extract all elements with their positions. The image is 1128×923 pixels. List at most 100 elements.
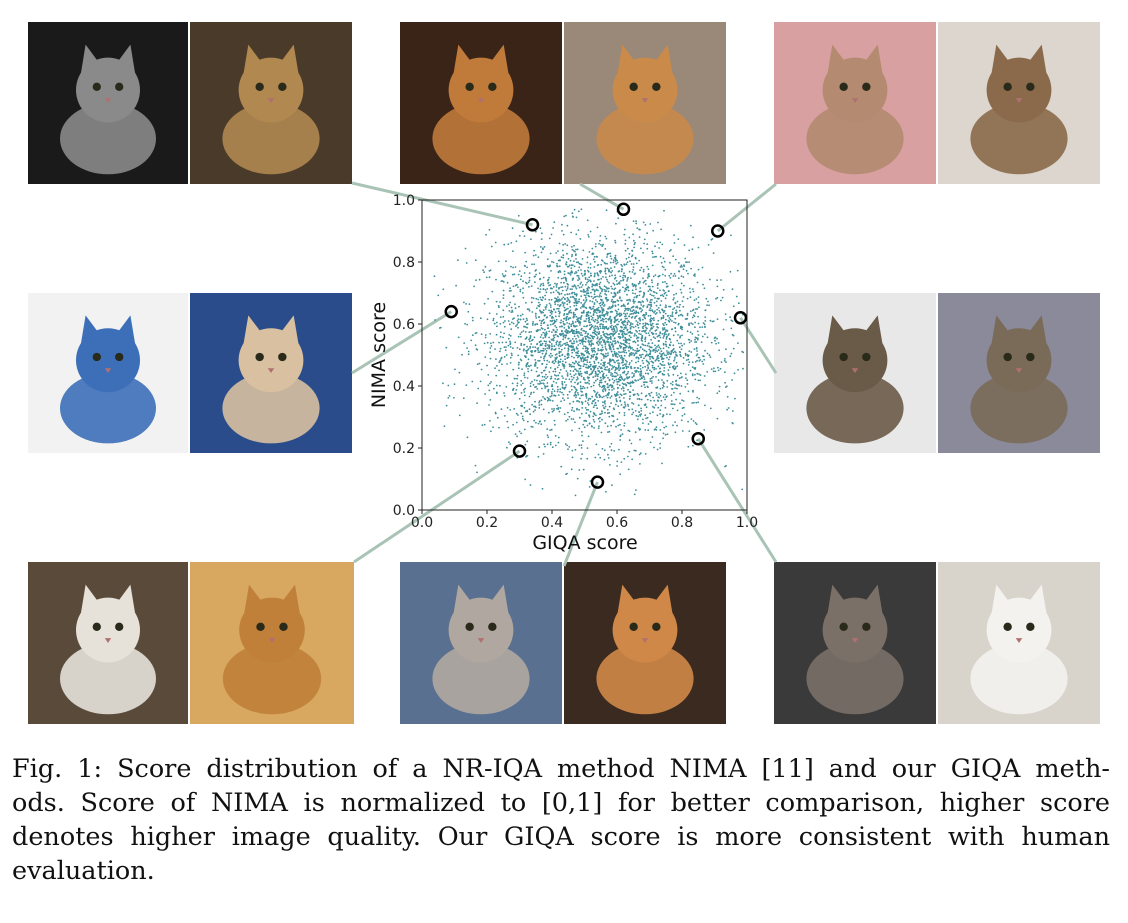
scatter-point bbox=[610, 424, 612, 427]
scatter-point bbox=[656, 414, 659, 417]
scatter-point bbox=[585, 299, 588, 302]
scatter-point bbox=[529, 345, 532, 348]
scatter-point bbox=[542, 408, 545, 411]
scatter-point bbox=[677, 277, 680, 280]
scatter-point bbox=[602, 404, 604, 407]
scatter-point bbox=[571, 449, 574, 452]
scatter-point bbox=[691, 316, 694, 319]
scatter-point bbox=[609, 336, 612, 339]
cat-photo-gray-in-bed bbox=[400, 562, 562, 724]
scatter-point bbox=[733, 372, 736, 375]
scatter-point bbox=[595, 289, 597, 292]
scatter-point bbox=[603, 395, 605, 398]
scatter-point bbox=[517, 318, 520, 321]
scatter-point bbox=[557, 299, 559, 302]
scatter-point bbox=[655, 349, 657, 352]
scatter-point bbox=[594, 318, 597, 321]
scatter-point bbox=[600, 431, 603, 434]
cat-icon bbox=[774, 293, 936, 453]
scatter-point bbox=[536, 343, 538, 346]
cat-icon bbox=[564, 562, 726, 724]
scatter-point bbox=[538, 341, 541, 343]
scatter-point bbox=[568, 300, 571, 302]
scatter-point bbox=[614, 276, 617, 279]
scatter-point bbox=[579, 307, 582, 309]
scatter-point bbox=[545, 373, 547, 376]
scatter-point bbox=[668, 333, 670, 335]
scatter-point bbox=[725, 348, 727, 351]
scatter-point bbox=[484, 334, 487, 336]
scatter-point bbox=[531, 403, 533, 406]
scatter-point bbox=[650, 391, 653, 394]
scatter-point bbox=[693, 348, 696, 350]
scatter-point bbox=[574, 494, 577, 497]
scatter-point bbox=[681, 314, 684, 317]
scatter-point bbox=[635, 370, 638, 372]
scatter-point bbox=[554, 348, 556, 351]
scatter-point bbox=[647, 332, 650, 334]
scatter-point bbox=[556, 283, 559, 285]
scatter-point bbox=[545, 340, 548, 343]
scatter-point bbox=[561, 286, 564, 288]
scatter-point bbox=[597, 332, 600, 335]
scatter-point bbox=[652, 361, 655, 364]
scatter-point bbox=[695, 401, 698, 404]
scatter-point bbox=[564, 330, 567, 333]
scatter-point bbox=[524, 410, 527, 413]
scatter-point bbox=[611, 328, 613, 331]
scatter-point bbox=[617, 353, 620, 356]
scatter-point bbox=[675, 292, 678, 295]
scatter-point bbox=[624, 359, 627, 362]
scatter-point bbox=[608, 411, 611, 414]
scatter-point bbox=[567, 350, 570, 352]
scatter-point bbox=[566, 282, 569, 285]
scatter-point bbox=[627, 299, 630, 301]
scatter-point bbox=[643, 293, 645, 296]
scatter-point bbox=[571, 322, 574, 325]
scatter-point bbox=[679, 325, 682, 328]
scatter-point bbox=[570, 389, 573, 391]
scatter-point bbox=[687, 272, 689, 275]
scatter-point bbox=[502, 321, 505, 324]
scatter-point bbox=[655, 392, 658, 394]
scatter-point bbox=[663, 328, 665, 331]
scatter-point bbox=[585, 313, 588, 316]
scatter-point bbox=[603, 355, 605, 358]
scatter-point bbox=[645, 326, 647, 329]
scatter-point bbox=[578, 354, 581, 357]
scatter-point bbox=[662, 396, 665, 398]
scatter-point bbox=[628, 450, 631, 453]
scatter-point bbox=[495, 321, 498, 324]
scatter-point bbox=[624, 305, 626, 308]
y-tick-label: 1.0 bbox=[393, 193, 415, 209]
scatter-point bbox=[637, 427, 640, 430]
scatter-point bbox=[627, 276, 629, 279]
scatter-point bbox=[673, 234, 675, 237]
scatter-point bbox=[601, 396, 604, 399]
scatter-point bbox=[563, 270, 566, 273]
scatter-point bbox=[653, 366, 656, 369]
scatter-point bbox=[616, 283, 618, 286]
scatter-point bbox=[667, 369, 670, 371]
scatter-point bbox=[649, 350, 652, 353]
scatter-point bbox=[633, 243, 636, 246]
scatter-point bbox=[611, 270, 614, 272]
scatter-point bbox=[635, 361, 637, 364]
scatter-point bbox=[562, 256, 565, 259]
scatter-point bbox=[526, 282, 528, 285]
scatter-point bbox=[591, 347, 593, 350]
scatter-point bbox=[632, 326, 635, 329]
scatter-point bbox=[647, 268, 650, 270]
scatter-point bbox=[661, 462, 663, 465]
scatter-point bbox=[559, 311, 561, 314]
scatter-point bbox=[528, 309, 531, 312]
scatter-point bbox=[584, 276, 587, 279]
scatter-point bbox=[633, 335, 636, 337]
scatter-point bbox=[657, 400, 660, 402]
scatter-point bbox=[612, 282, 615, 285]
scatter-point bbox=[597, 309, 600, 311]
scatter-point bbox=[703, 323, 706, 326]
scatter-point bbox=[596, 264, 599, 267]
scatter-point bbox=[575, 328, 578, 331]
scatter-point bbox=[677, 238, 680, 241]
